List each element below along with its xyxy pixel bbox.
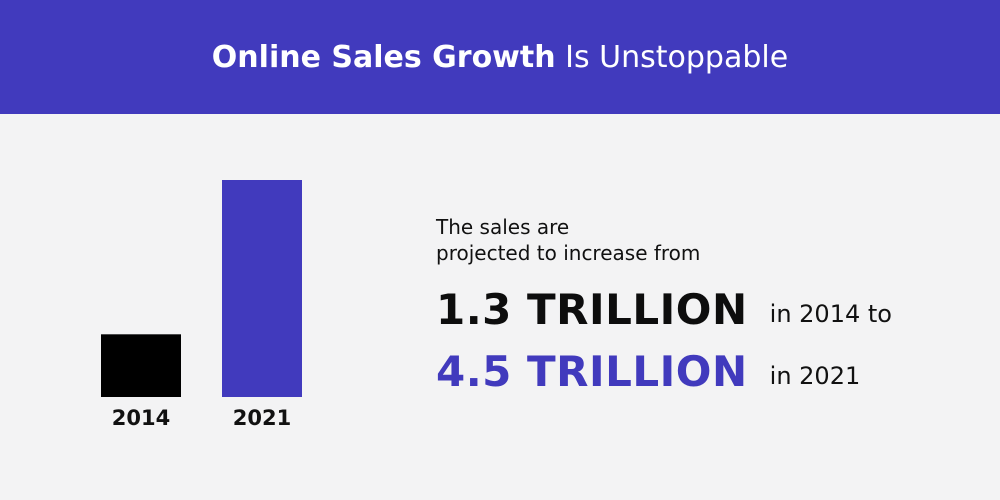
bar-chart: 2014 2021 xyxy=(0,114,400,500)
intro-line-1: The sales are xyxy=(436,215,570,239)
value-row-2014: 1.3 TRILLION in 2014 to xyxy=(436,278,976,340)
x-tick-label-2014: 2014 xyxy=(112,406,170,430)
bar-2014 xyxy=(101,334,181,397)
value-row-2021: 4.5 TRILLION in 2021 xyxy=(436,340,976,402)
description-block: The sales are projected to increase from… xyxy=(436,214,976,402)
title-banner: Online Sales Growth Is Unstoppable xyxy=(0,0,1000,114)
bar-2021 xyxy=(222,180,302,397)
suffix-2021: in 2021 xyxy=(769,362,861,390)
value-2021: 4.5 TRILLION xyxy=(436,346,748,396)
suffix-2014: in 2014 to xyxy=(769,300,892,328)
value-2014: 1.3 TRILLION xyxy=(436,284,748,334)
title-light: Is Unstoppable xyxy=(565,39,789,75)
page-title: Online Sales Growth Is Unstoppable xyxy=(212,40,788,75)
x-tick-label-2021: 2021 xyxy=(233,406,291,430)
intro-line-2: projected to increase from xyxy=(436,241,701,265)
title-strong: Online Sales Growth xyxy=(211,39,556,75)
bar-chart-svg: 2014 2021 xyxy=(101,180,302,430)
